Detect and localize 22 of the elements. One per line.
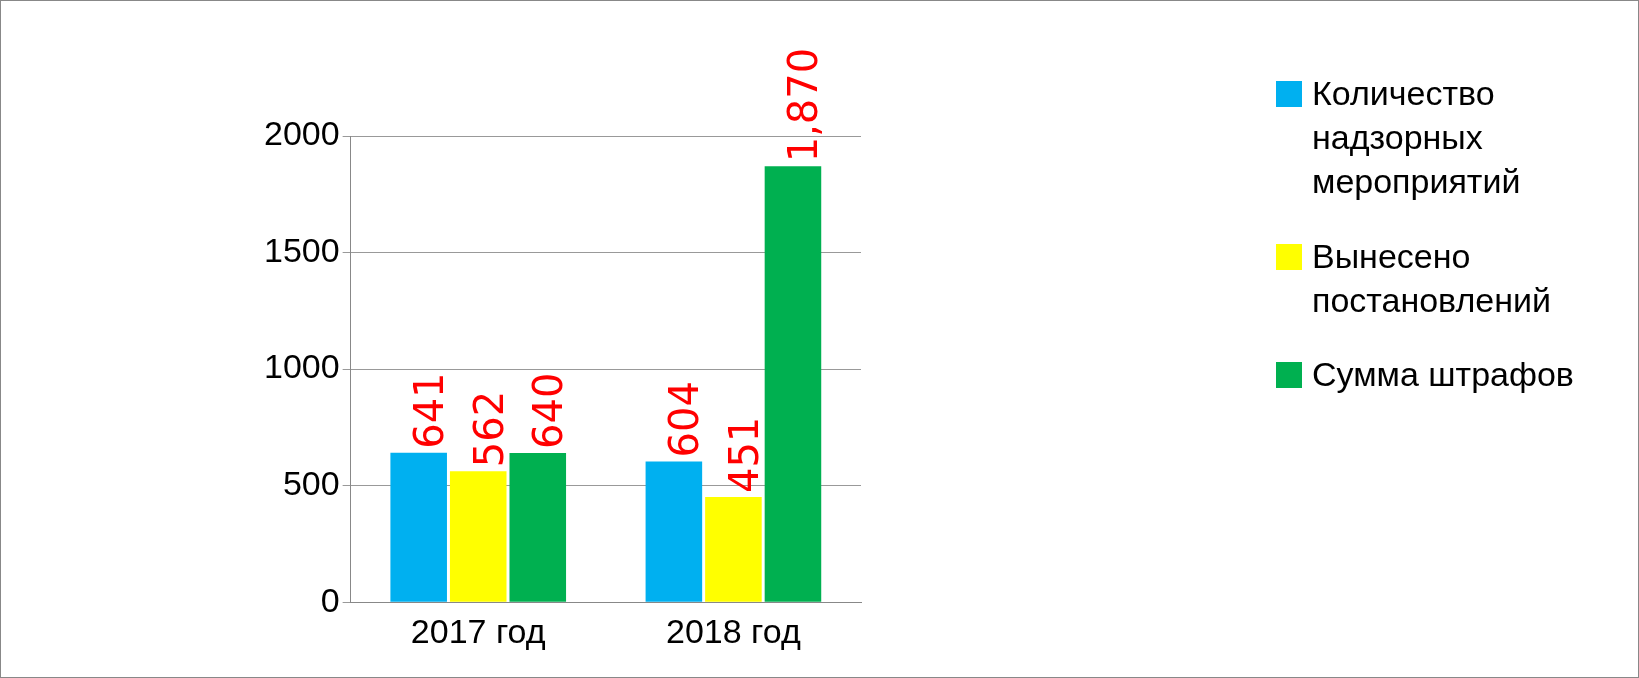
bar: [645, 461, 703, 602]
y-tick-label: 500: [282, 464, 340, 503]
legend-label: Количество надзорных мероприятий: [1312, 73, 1522, 203]
data-label: 604: [661, 381, 708, 458]
bar: [449, 471, 507, 602]
data-label: 451: [720, 416, 767, 494]
y-tick-label: 2000: [264, 114, 340, 153]
x-tick-label: 2018 год: [666, 611, 801, 650]
legend-label: Сумма штрафов: [1312, 353, 1574, 395]
bar: [764, 166, 822, 602]
bar: [509, 453, 567, 602]
data-label: 1,870: [780, 47, 827, 163]
legend-label: Вынесено постановлений: [1312, 235, 1552, 321]
data-label: 641: [406, 372, 453, 449]
y-tick-label: 1500: [264, 230, 340, 269]
data-label: 640: [525, 372, 572, 450]
bar: [390, 452, 447, 602]
x-tick-label: 2017 год: [410, 611, 546, 650]
bar: [705, 497, 762, 602]
y-tick-label: 0: [320, 580, 340, 619]
data-label: 562: [465, 390, 512, 468]
y-tick-label: 1000: [264, 347, 340, 386]
